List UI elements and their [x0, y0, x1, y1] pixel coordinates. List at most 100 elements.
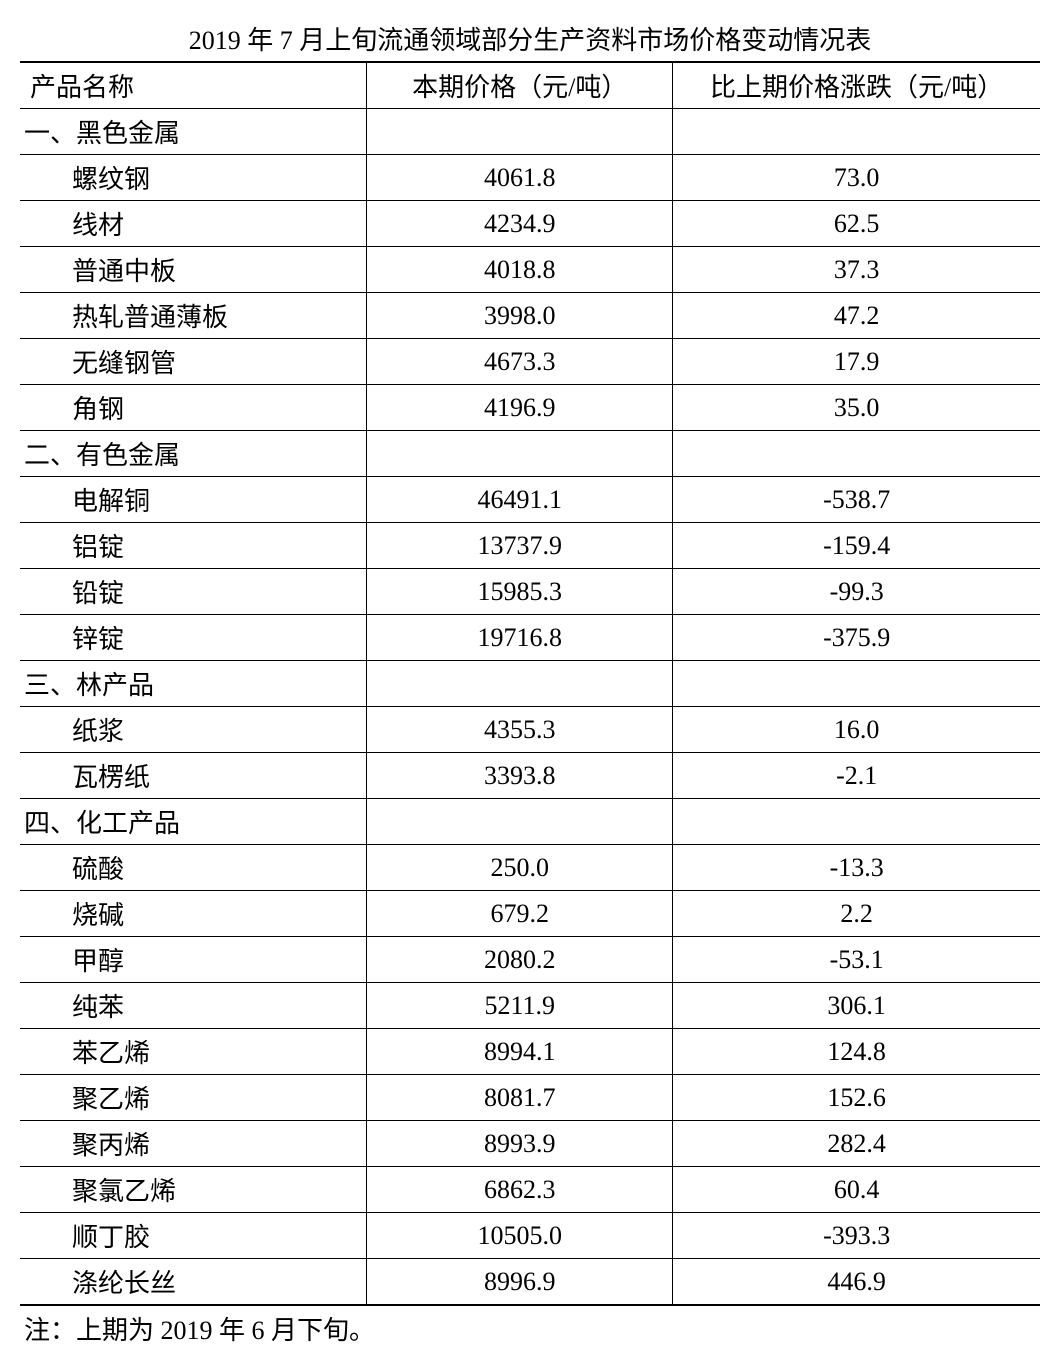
table-row: 角钢4196.935.0 — [20, 385, 1040, 431]
product-change: -375.9 — [673, 615, 1040, 661]
product-price: 8993.9 — [367, 1121, 673, 1167]
header-row: 产品名称 本期价格（元/吨） 比上期价格涨跌（元/吨） — [20, 62, 1040, 109]
product-change: 124.8 — [673, 1029, 1040, 1075]
product-price: 8081.7 — [367, 1075, 673, 1121]
product-name: 电解铜 — [20, 477, 367, 523]
section-header: 一、黑色金属 — [20, 109, 367, 155]
product-price: 8994.1 — [367, 1029, 673, 1075]
product-price: 4018.8 — [367, 247, 673, 293]
section-header: 四、化工产品 — [20, 799, 367, 845]
table-row: 电解铜46491.1-538.7 — [20, 477, 1040, 523]
product-name: 聚丙烯 — [20, 1121, 367, 1167]
col-header-name: 产品名称 — [20, 62, 367, 109]
product-price: 15985.3 — [367, 569, 673, 615]
product-price: 2080.2 — [367, 937, 673, 983]
product-name: 硫酸 — [20, 845, 367, 891]
table-row: 纸浆4355.316.0 — [20, 707, 1040, 753]
section-price-empty — [367, 109, 673, 155]
price-table: 产品名称 本期价格（元/吨） 比上期价格涨跌（元/吨） 一、黑色金属螺纹钢406… — [20, 61, 1040, 1306]
product-change: 17.9 — [673, 339, 1040, 385]
section-row: 四、化工产品 — [20, 799, 1040, 845]
product-price: 4234.9 — [367, 201, 673, 247]
product-change: 62.5 — [673, 201, 1040, 247]
col-header-price: 本期价格（元/吨） — [367, 62, 673, 109]
product-change: 73.0 — [673, 155, 1040, 201]
table-row: 聚乙烯8081.7152.6 — [20, 1075, 1040, 1121]
product-name: 甲醇 — [20, 937, 367, 983]
product-price: 4061.8 — [367, 155, 673, 201]
product-change: 282.4 — [673, 1121, 1040, 1167]
product-price: 19716.8 — [367, 615, 673, 661]
section-change-empty — [673, 109, 1040, 155]
product-change: -99.3 — [673, 569, 1040, 615]
product-change: -538.7 — [673, 477, 1040, 523]
product-price: 46491.1 — [367, 477, 673, 523]
table-row: 顺丁胶10505.0-393.3 — [20, 1213, 1040, 1259]
section-header: 三、林产品 — [20, 661, 367, 707]
product-change: -53.1 — [673, 937, 1040, 983]
product-name: 螺纹钢 — [20, 155, 367, 201]
table-row: 瓦楞纸3393.8-2.1 — [20, 753, 1040, 799]
product-change: -2.1 — [673, 753, 1040, 799]
product-change: 152.6 — [673, 1075, 1040, 1121]
product-name: 纯苯 — [20, 983, 367, 1029]
table-row: 硫酸250.0-13.3 — [20, 845, 1040, 891]
table-row: 纯苯5211.9306.1 — [20, 983, 1040, 1029]
section-change-empty — [673, 661, 1040, 707]
product-name: 顺丁胶 — [20, 1213, 367, 1259]
section-change-empty — [673, 431, 1040, 477]
section-row: 一、黑色金属 — [20, 109, 1040, 155]
product-change: 446.9 — [673, 1259, 1040, 1306]
product-change: 16.0 — [673, 707, 1040, 753]
product-price: 13737.9 — [367, 523, 673, 569]
footnote: 注：上期为 2019 年 6 月下旬。 — [20, 1306, 1040, 1347]
product-name: 无缝钢管 — [20, 339, 367, 385]
product-name: 普通中板 — [20, 247, 367, 293]
table-row: 聚氯乙烯6862.360.4 — [20, 1167, 1040, 1213]
product-name: 纸浆 — [20, 707, 367, 753]
product-change: 37.3 — [673, 247, 1040, 293]
product-price: 4673.3 — [367, 339, 673, 385]
product-name: 锌锭 — [20, 615, 367, 661]
section-row: 二、有色金属 — [20, 431, 1040, 477]
table-row: 甲醇2080.2-53.1 — [20, 937, 1040, 983]
product-name: 烧碱 — [20, 891, 367, 937]
table-row: 聚丙烯8993.9282.4 — [20, 1121, 1040, 1167]
table-row: 苯乙烯8994.1124.8 — [20, 1029, 1040, 1075]
product-price: 8996.9 — [367, 1259, 673, 1306]
product-name: 热轧普通薄板 — [20, 293, 367, 339]
section-price-empty — [367, 661, 673, 707]
section-change-empty — [673, 799, 1040, 845]
product-price: 4355.3 — [367, 707, 673, 753]
product-name: 聚乙烯 — [20, 1075, 367, 1121]
product-name: 瓦楞纸 — [20, 753, 367, 799]
product-change: 60.4 — [673, 1167, 1040, 1213]
product-price: 5211.9 — [367, 983, 673, 1029]
table-row: 烧碱679.22.2 — [20, 891, 1040, 937]
table-title: 2019 年 7 月上旬流通领域部分生产资料市场价格变动情况表 — [20, 20, 1040, 57]
product-change: -13.3 — [673, 845, 1040, 891]
product-change: -159.4 — [673, 523, 1040, 569]
section-price-empty — [367, 431, 673, 477]
product-change: 306.1 — [673, 983, 1040, 1029]
product-price: 10505.0 — [367, 1213, 673, 1259]
section-header: 二、有色金属 — [20, 431, 367, 477]
table-row: 热轧普通薄板3998.047.2 — [20, 293, 1040, 339]
product-price: 679.2 — [367, 891, 673, 937]
table-row: 线材4234.962.5 — [20, 201, 1040, 247]
product-price: 3998.0 — [367, 293, 673, 339]
table-body: 一、黑色金属螺纹钢4061.873.0线材4234.962.5普通中板4018.… — [20, 109, 1040, 1306]
product-name: 涤纶长丝 — [20, 1259, 367, 1306]
product-price: 6862.3 — [367, 1167, 673, 1213]
product-price: 3393.8 — [367, 753, 673, 799]
table-row: 螺纹钢4061.873.0 — [20, 155, 1040, 201]
table-row: 铝锭13737.9-159.4 — [20, 523, 1040, 569]
product-price: 4196.9 — [367, 385, 673, 431]
table-row: 普通中板4018.837.3 — [20, 247, 1040, 293]
product-name: 角钢 — [20, 385, 367, 431]
product-name: 线材 — [20, 201, 367, 247]
table-row: 锌锭19716.8-375.9 — [20, 615, 1040, 661]
product-change: 35.0 — [673, 385, 1040, 431]
product-name: 铝锭 — [20, 523, 367, 569]
product-price: 250.0 — [367, 845, 673, 891]
